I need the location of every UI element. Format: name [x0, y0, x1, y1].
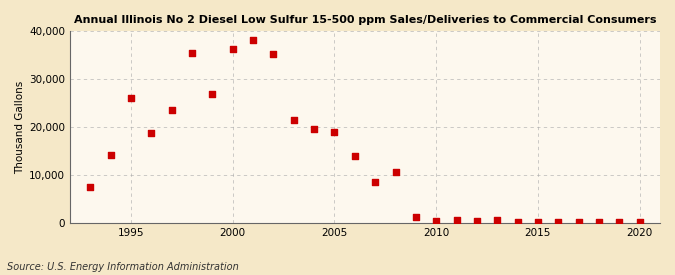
Point — [288, 117, 299, 122]
Point — [573, 220, 584, 225]
Point — [431, 219, 441, 223]
Point — [410, 215, 421, 219]
Point — [512, 219, 523, 224]
Point — [553, 220, 564, 225]
Point — [308, 126, 319, 131]
Point — [227, 47, 238, 51]
Point — [166, 108, 177, 113]
Point — [350, 154, 360, 159]
Point — [146, 131, 157, 135]
Point — [593, 220, 604, 225]
Point — [105, 153, 116, 157]
Point — [370, 180, 381, 185]
Point — [187, 51, 198, 55]
Point — [492, 218, 503, 222]
Point — [248, 38, 259, 42]
Point — [614, 220, 624, 225]
Y-axis label: Thousand Gallons: Thousand Gallons — [15, 81, 25, 174]
Point — [451, 218, 462, 222]
Point — [85, 185, 96, 189]
Title: Annual Illinois No 2 Diesel Low Sulfur 15-500 ppm Sales/Deliveries to Commercial: Annual Illinois No 2 Diesel Low Sulfur 1… — [74, 15, 656, 25]
Point — [126, 96, 136, 101]
Point — [634, 220, 645, 225]
Point — [390, 170, 401, 174]
Point — [207, 92, 218, 96]
Point — [472, 219, 483, 223]
Text: Source: U.S. Energy Information Administration: Source: U.S. Energy Information Administ… — [7, 262, 238, 272]
Point — [329, 130, 340, 134]
Point — [268, 52, 279, 57]
Point — [533, 220, 543, 225]
